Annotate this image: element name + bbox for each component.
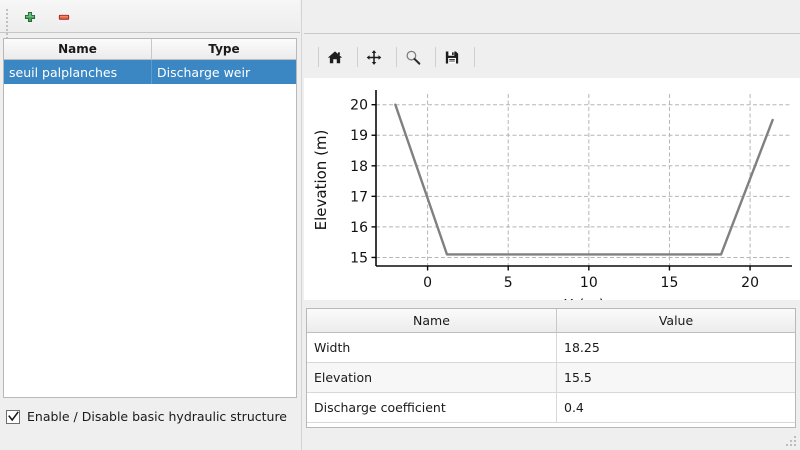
toolbar-separator xyxy=(474,47,475,67)
resize-grip[interactable] xyxy=(784,434,798,448)
toolbar-drag-handle[interactable] xyxy=(5,8,12,39)
plot-axes xyxy=(371,90,792,271)
zoom-icon xyxy=(406,50,421,65)
param-value-cell[interactable]: 0.4 xyxy=(557,393,795,423)
svg-text:X (m): X (m) xyxy=(563,296,604,300)
parameter-row[interactable]: Discharge coefficient 0.4 xyxy=(307,393,795,423)
structure-list-header: Name Type xyxy=(4,39,296,60)
home-icon xyxy=(327,50,343,63)
plot-zoom-button[interactable] xyxy=(399,43,427,71)
plot-pan-button[interactable] xyxy=(360,43,388,71)
enable-structure-label: Enable / Disable basic hydraulic structu… xyxy=(27,409,287,424)
param-column-header-value[interactable]: Value xyxy=(557,309,795,333)
structure-toolbar xyxy=(0,0,300,39)
structure-name-cell: seuil palplanches xyxy=(4,60,152,84)
svg-text:15: 15 xyxy=(350,250,368,266)
svg-text:10: 10 xyxy=(580,275,598,291)
column-header-type[interactable]: Type xyxy=(152,39,296,60)
param-value-cell[interactable]: 18.25 xyxy=(557,333,795,363)
parameter-row[interactable]: Elevation 15.5 xyxy=(307,363,795,393)
minus-icon xyxy=(58,14,70,20)
svg-text:0: 0 xyxy=(423,275,432,291)
cross-section-svg: 15 16 17 18 19 20 0 5 10 15 20 Elevation (m) X (m) xyxy=(304,78,800,300)
parameter-table-header: Name Value xyxy=(307,309,795,333)
enable-structure-checkbox[interactable] xyxy=(6,409,20,424)
remove-structure-button[interactable] xyxy=(52,6,76,28)
svg-text:19: 19 xyxy=(350,128,368,144)
column-header-name[interactable]: Name xyxy=(4,39,152,60)
param-name-cell: Elevation xyxy=(307,363,557,393)
param-name-cell: Discharge coefficient xyxy=(307,393,557,423)
structure-type-cell: Discharge weir xyxy=(152,60,296,84)
svg-text:18: 18 xyxy=(350,159,368,175)
panel-splitter[interactable] xyxy=(300,0,304,450)
svg-text:20: 20 xyxy=(350,98,368,114)
svg-text:5: 5 xyxy=(504,275,513,291)
structure-list-panel: Name Type seuil palplanches Discharge we… xyxy=(0,0,300,450)
toolbar-separator xyxy=(318,47,319,67)
svg-text:20: 20 xyxy=(741,275,759,291)
plot-y-axis-label: Elevation (m) xyxy=(312,130,330,231)
save-icon xyxy=(445,51,459,63)
toolbar-separator xyxy=(357,47,358,67)
toolbar-separator xyxy=(396,47,397,67)
structure-list-row[interactable]: seuil palplanches Discharge weir xyxy=(4,60,296,84)
plot-save-button[interactable] xyxy=(438,43,466,71)
plot-data-line xyxy=(394,103,774,256)
param-name-cell: Width xyxy=(307,333,557,363)
move-icon xyxy=(366,49,382,65)
plot-gridlines xyxy=(376,94,792,266)
plot-x-axis-label: X (m) xyxy=(563,296,604,300)
plus-icon xyxy=(24,11,36,23)
parameter-row[interactable]: Width 18.25 xyxy=(307,333,795,363)
plot-home-button[interactable] xyxy=(321,43,349,71)
matplotlib-toolbar xyxy=(304,33,800,78)
plot-tick-labels: 15 16 17 18 19 20 0 5 10 15 20 xyxy=(350,98,759,291)
svg-text:Elevation (m): Elevation (m) xyxy=(312,130,330,231)
parameter-table[interactable]: Name Value Width 18.25 Elevation 15.5 Di… xyxy=(306,308,796,428)
structure-list[interactable]: Name Type seuil palplanches Discharge we… xyxy=(3,38,297,398)
structure-detail-panel: 15 16 17 18 19 20 0 5 10 15 20 Elevation (m) X (m)… xyxy=(304,0,800,450)
add-structure-button[interactable] xyxy=(18,6,42,28)
cross-section-plot[interactable]: 15 16 17 18 19 20 0 5 10 15 20 Elevation (m) X (m) xyxy=(304,78,800,300)
enable-structure-row[interactable]: Enable / Disable basic hydraulic structu… xyxy=(6,409,287,424)
svg-text:15: 15 xyxy=(661,275,679,291)
svg-text:17: 17 xyxy=(350,189,368,205)
param-column-header-name[interactable]: Name xyxy=(307,309,557,333)
param-value-cell[interactable]: 15.5 xyxy=(557,363,795,393)
toolbar-separator xyxy=(435,47,436,67)
svg-text:16: 16 xyxy=(350,220,368,236)
check-icon xyxy=(7,411,19,422)
